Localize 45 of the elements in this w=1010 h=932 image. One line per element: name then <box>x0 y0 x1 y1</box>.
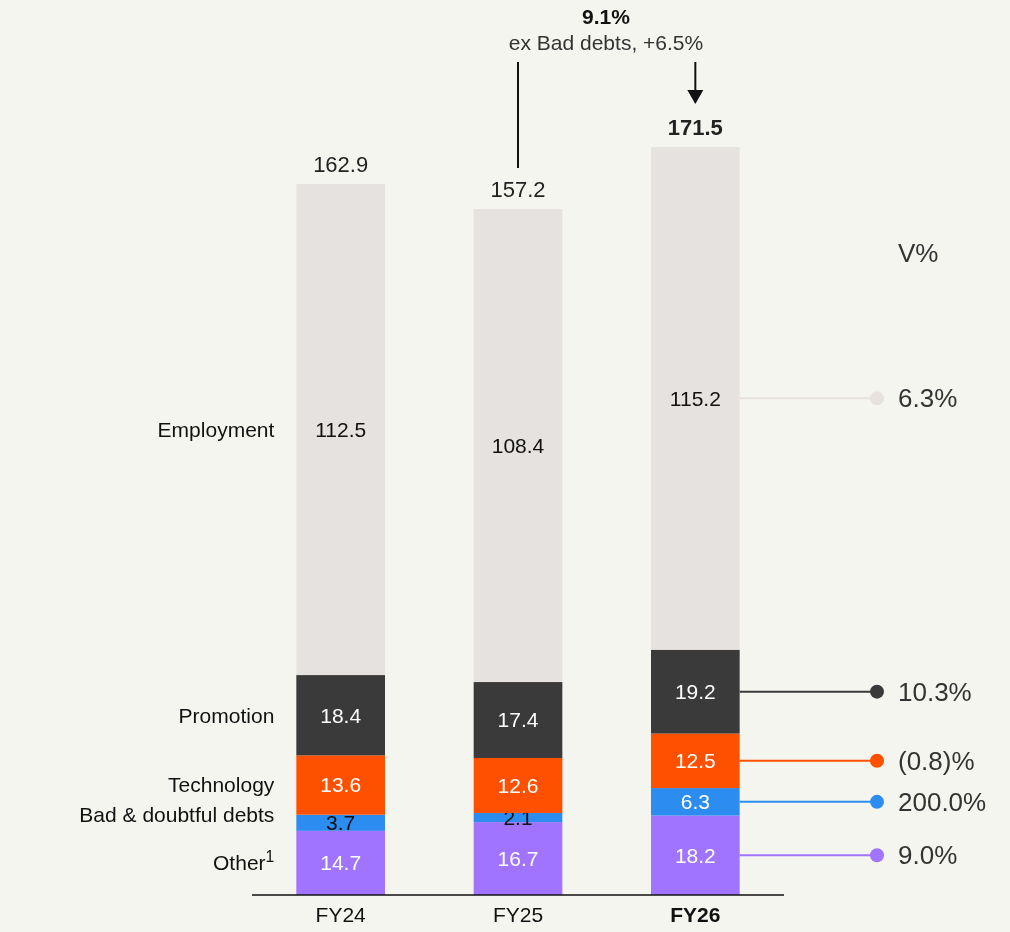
bar <box>651 649 740 734</box>
data-label: 18.2 <box>674 843 716 867</box>
bar <box>651 733 740 789</box>
text: ex Bad debts, +6.5% <box>508 31 704 54</box>
data-label: 16.7 <box>497 846 539 870</box>
series-label: Promotion <box>178 703 275 727</box>
x-tick-label: FY24 <box>315 903 367 926</box>
data-label: 17.4 <box>497 708 539 732</box>
series-label: Bad & doubtful debts <box>79 803 275 827</box>
x-tick-label: FY25 <box>492 903 544 926</box>
total-label: 162.9 <box>313 152 369 178</box>
data-label: 14.7 <box>320 851 362 875</box>
text: 10.3% <box>898 676 972 707</box>
data-label: 3.7 <box>326 811 356 835</box>
text: (0.8)% <box>898 745 975 776</box>
bar <box>651 147 740 650</box>
bar <box>296 830 385 895</box>
series-label: Technology <box>168 773 275 797</box>
text: 9.0% <box>898 840 958 871</box>
series-label: Other$^{1}$ <box>213 847 275 875</box>
text: 6.3% <box>898 383 958 414</box>
data-label: 6.3 <box>680 790 710 814</box>
data-label: 115.2 <box>669 386 721 410</box>
bar <box>651 815 740 895</box>
bar <box>296 675 385 756</box>
total-label: 157.2 <box>490 176 546 202</box>
bar <box>473 757 563 813</box>
bar <box>296 755 385 815</box>
data-label: 108.4 <box>491 433 545 457</box>
bar <box>651 788 740 816</box>
total-label: 171.5 <box>667 115 723 140</box>
data-label: 18.4 <box>320 703 362 727</box>
text: V% <box>898 238 939 268</box>
data-label: 12.5 <box>674 749 716 773</box>
bar <box>296 184 385 676</box>
data-label: 12.6 <box>497 773 539 797</box>
series-label: Employment <box>157 417 275 441</box>
text: 200.0% <box>898 786 987 817</box>
data-label: 13.6 <box>320 773 362 797</box>
bar <box>473 208 563 683</box>
x-tick-label: FY26 <box>670 903 721 926</box>
text: 9.1% <box>582 5 631 28</box>
bar <box>473 682 563 758</box>
data-label: 19.2 <box>674 679 716 703</box>
data-label: 112.5 <box>315 417 367 441</box>
